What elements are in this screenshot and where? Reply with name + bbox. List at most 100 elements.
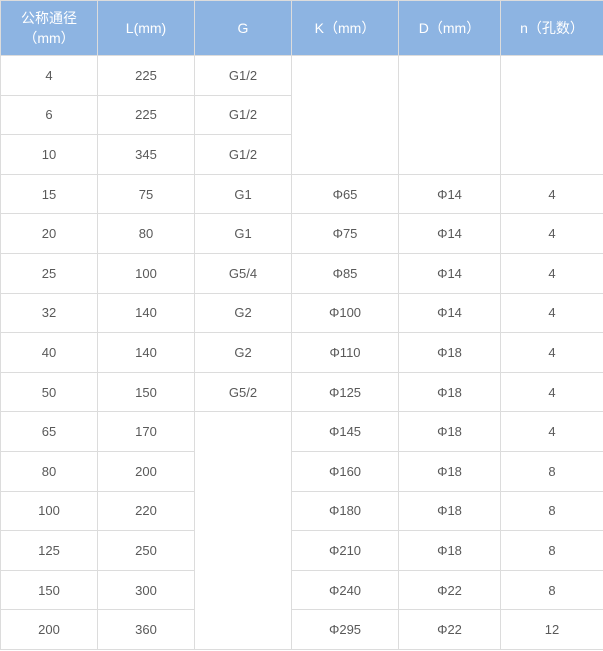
cell-g: G5/4: [194, 252, 292, 294]
cell-n-merged-empty: [500, 55, 603, 175]
cell-k: Φ180: [291, 490, 399, 532]
cell-dn: 32: [0, 292, 98, 334]
cell-d-merged-empty: [398, 55, 501, 175]
table-row: 15 75 G1 Φ65 Φ14 4: [0, 173, 603, 215]
table-header-row: 公称通径 （mm） L(mm) G K（mm） D（mm） n（孔数）: [0, 0, 603, 56]
cell-l: 170: [97, 411, 195, 452]
cell-g: G1: [194, 213, 292, 254]
cell-n: 4: [500, 213, 603, 254]
cell-k-merged-empty: [291, 55, 399, 175]
table-row: 125 250 Φ210 Φ18 8: [0, 530, 603, 571]
cell-l: 200: [97, 450, 195, 492]
cell-g: G1/2: [194, 55, 292, 96]
table-row: 40 140 G2 Φ110 Φ18 4: [0, 332, 603, 373]
table-row: 200 360 Φ295 Φ22 12: [0, 609, 603, 650]
cell-dn: 80: [0, 450, 98, 492]
cell-dn: 15: [0, 173, 98, 215]
cell-g: G5/2: [194, 371, 292, 413]
table-row: 65 170 Φ145 Φ18 4: [0, 411, 603, 650]
column-header-nominal-diameter: 公称通径 （mm）: [0, 0, 98, 56]
cell-l: 75: [97, 173, 195, 215]
cell-dn: 4: [0, 55, 98, 96]
cell-d: Φ22: [398, 609, 501, 650]
table-row: 32 140 G2 Φ100 Φ14 4: [0, 292, 603, 334]
table-row: 50 150 G5/2 Φ125 Φ18 4: [0, 371, 603, 413]
cell-l: 80: [97, 213, 195, 254]
cell-d: Φ14: [398, 292, 501, 334]
table-row: 20 80 G1 Φ75 Φ14 4: [0, 213, 603, 254]
table-row: 25 100 G5/4 Φ85 Φ14 4: [0, 252, 603, 294]
cell-dn: 20: [0, 213, 98, 254]
cell-n: 4: [500, 371, 603, 413]
cell-dn: 25: [0, 252, 98, 294]
cell-dn: 40: [0, 332, 98, 373]
cell-k: Φ145: [291, 411, 399, 452]
cell-n: 8: [500, 450, 603, 492]
table-row: 80 200 Φ160 Φ18 8: [0, 450, 603, 492]
cell-l: 300: [97, 569, 195, 611]
table-row: 6 225 G1/2: [0, 94, 603, 136]
cell-l: 100: [97, 252, 195, 294]
cell-n: 8: [500, 530, 603, 571]
cell-n: 4: [500, 332, 603, 373]
table-row: 4 225 G1/2: [0, 55, 603, 175]
cell-d: Φ18: [398, 332, 501, 373]
cell-dn: 150: [0, 569, 98, 611]
column-header-length: L(mm): [97, 0, 195, 56]
cell-k: Φ295: [291, 609, 399, 650]
cell-k: Φ100: [291, 292, 399, 334]
cell-g: G2: [194, 292, 292, 334]
cell-g-merged-empty: [194, 411, 292, 650]
cell-dn: 10: [0, 134, 98, 175]
cell-dn: 6: [0, 94, 98, 136]
cell-dn: 200: [0, 609, 98, 650]
cell-l: 150: [97, 371, 195, 413]
cell-d: Φ14: [398, 173, 501, 215]
table-row: 150 300 Φ240 Φ22 8: [0, 569, 603, 611]
cell-l: 250: [97, 530, 195, 571]
cell-d: Φ18: [398, 450, 501, 492]
cell-l: 140: [97, 332, 195, 373]
cell-l: 225: [97, 94, 195, 136]
cell-l: 225: [97, 55, 195, 96]
cell-n: 12: [500, 609, 603, 650]
cell-g: G1: [194, 173, 292, 215]
cell-n: 4: [500, 173, 603, 215]
cell-d: Φ18: [398, 411, 501, 452]
cell-d: Φ18: [398, 490, 501, 532]
cell-d: Φ22: [398, 569, 501, 611]
cell-d: Φ18: [398, 371, 501, 413]
cell-d: Φ14: [398, 252, 501, 294]
cell-g: G1/2: [194, 94, 292, 136]
cell-dn: 100: [0, 490, 98, 532]
cell-n: 4: [500, 411, 603, 452]
column-header-d: D（mm）: [398, 0, 501, 56]
cell-l: 360: [97, 609, 195, 650]
cell-k: Φ110: [291, 332, 399, 373]
cell-l: 220: [97, 490, 195, 532]
cell-k: Φ210: [291, 530, 399, 571]
column-header-k: K（mm）: [291, 0, 399, 56]
cell-k: Φ75: [291, 213, 399, 254]
cell-k: Φ85: [291, 252, 399, 294]
cell-n: 8: [500, 490, 603, 532]
table-row: 100 220 Φ180 Φ18 8: [0, 490, 603, 532]
cell-k: Φ160: [291, 450, 399, 492]
cell-k: Φ125: [291, 371, 399, 413]
cell-k: Φ240: [291, 569, 399, 611]
column-header-n-holes: n（孔数）: [500, 0, 603, 56]
cell-n: 8: [500, 569, 603, 611]
cell-d: Φ14: [398, 213, 501, 254]
cell-n: 4: [500, 292, 603, 334]
cell-dn: 65: [0, 411, 98, 452]
cell-g: G1/2: [194, 134, 292, 175]
cell-g: G2: [194, 332, 292, 373]
cell-l: 140: [97, 292, 195, 334]
table-row: 10 345 G1/2: [0, 134, 603, 175]
cell-l: 345: [97, 134, 195, 175]
column-header-g-thread: G: [194, 0, 292, 56]
cell-dn: 125: [0, 530, 98, 571]
cell-k: Φ65: [291, 173, 399, 215]
